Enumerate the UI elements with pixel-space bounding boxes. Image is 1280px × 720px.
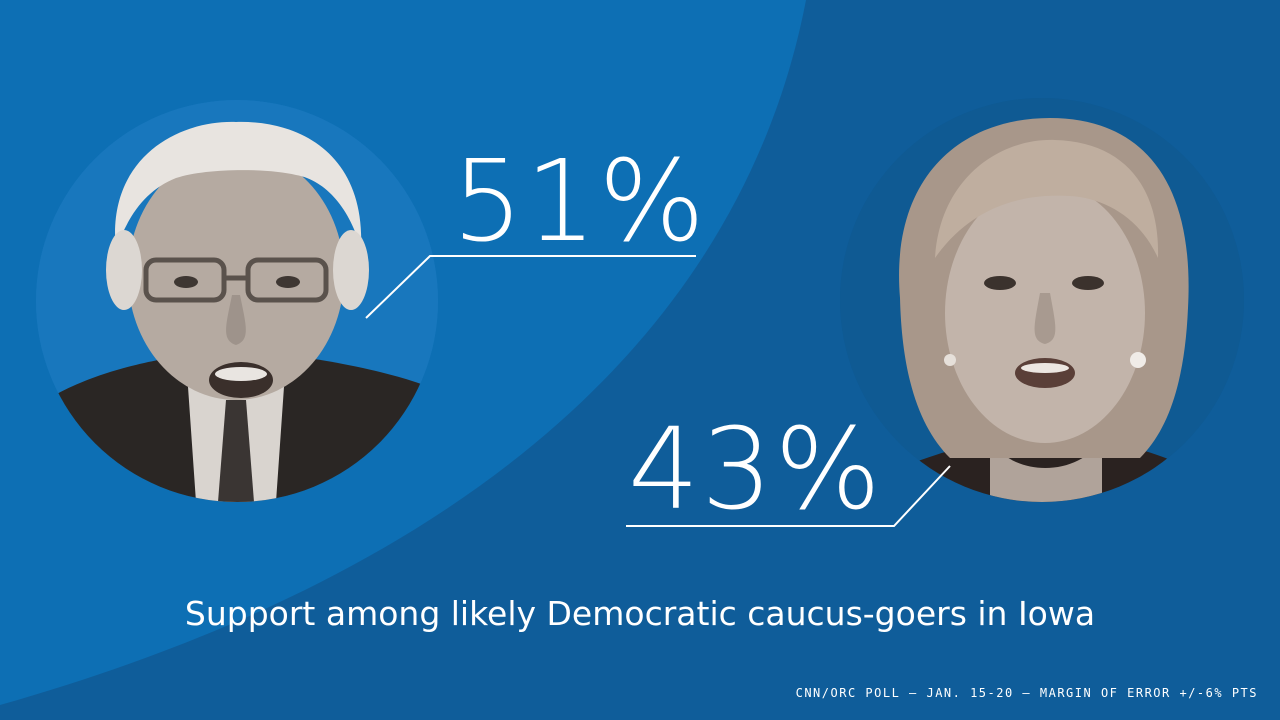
candidate-portrait-left xyxy=(36,100,438,502)
source-note: CNN/ORC POLL — JAN. 15-20 — MARGIN OF ER… xyxy=(795,686,1258,700)
candidate-portrait-icon xyxy=(840,98,1244,502)
candidate-portrait-right xyxy=(840,98,1244,502)
chart-subtitle: Support among likely Democratic caucus-g… xyxy=(184,594,1096,633)
candidate-portrait-icon xyxy=(36,100,438,502)
data-label-right: 43% xyxy=(628,405,883,535)
data-label-left: 51% xyxy=(452,137,707,267)
